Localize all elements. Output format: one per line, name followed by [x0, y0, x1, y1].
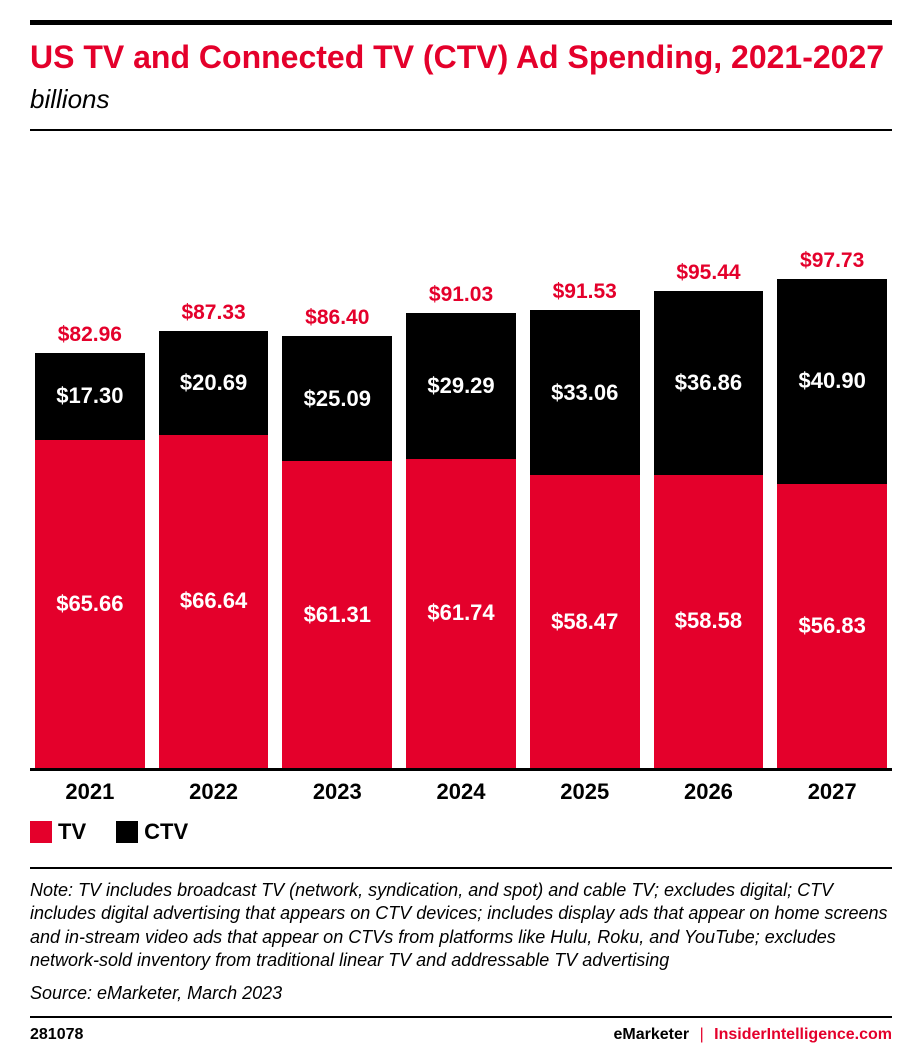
- bar-stack: $20.69$66.64: [159, 331, 269, 768]
- bar-segment-tv: $66.64: [159, 435, 269, 768]
- chart-title: US TV and Connected TV (CTV) Ad Spending…: [30, 39, 892, 76]
- bar-segment-ctv: $20.69: [159, 331, 269, 434]
- legend-item-tv: TV: [30, 819, 86, 845]
- legend-label-ctv: CTV: [144, 819, 188, 845]
- chart-subtitle: billions: [30, 84, 892, 115]
- bar-segment-tv: $58.47: [530, 475, 640, 767]
- bottom-rule: [30, 1016, 892, 1018]
- bar-segment-ctv: $25.09: [282, 336, 392, 461]
- top-rule: [30, 20, 892, 25]
- bar-total-label: $95.44: [676, 261, 740, 285]
- bar-stack: $40.90$56.83: [777, 279, 887, 768]
- bar-stack: $33.06$58.47: [530, 310, 640, 768]
- bar-column: $91.53 $33.06$58.47: [530, 191, 640, 768]
- x-axis-label: 2025: [530, 779, 640, 805]
- bar-total-label: $86.40: [305, 306, 369, 330]
- x-axis-label: 2021: [35, 779, 145, 805]
- x-axis: 2021 2022 2023 2024 2025 2026 2027: [30, 771, 892, 805]
- legend-item-ctv: CTV: [116, 819, 188, 845]
- legend-swatch-ctv: [116, 821, 138, 843]
- bar-column: $82.96 $17.30$65.66: [35, 191, 145, 768]
- bar-stack: $25.09$61.31: [282, 336, 392, 768]
- bar-stack: $17.30$65.66: [35, 353, 145, 768]
- bar-column: $95.44 $36.86$58.58: [654, 191, 764, 768]
- note-text: Note: TV includes broadcast TV (network,…: [30, 879, 892, 973]
- sub-rule: [30, 129, 892, 131]
- footer-id: 281078: [30, 1026, 83, 1044]
- footer: 281078 eMarketer | InsiderIntelligence.c…: [30, 1026, 892, 1044]
- x-axis-label: 2024: [406, 779, 516, 805]
- x-axis-label: 2022: [159, 779, 269, 805]
- bar-segment-tv: $61.31: [282, 461, 392, 768]
- footer-right: eMarketer | InsiderIntelligence.com: [614, 1026, 893, 1044]
- x-axis-label: 2026: [654, 779, 764, 805]
- bar-total-label: $97.73: [800, 249, 864, 273]
- bar-segment-ctv: $17.30: [35, 353, 145, 440]
- bar-total-label: $82.96: [58, 323, 122, 347]
- bar-stack: $36.86$58.58: [654, 291, 764, 768]
- bar-total-label: $91.53: [553, 280, 617, 304]
- source-text: Source: eMarketer, March 2023: [30, 982, 892, 1005]
- x-axis-label: 2023: [282, 779, 392, 805]
- bar-segment-ctv: $29.29: [406, 313, 516, 459]
- chart-plot: $82.96$17.30$65.66$87.33$20.69$66.64$86.…: [30, 191, 892, 771]
- bar-segment-tv: $61.74: [406, 459, 516, 768]
- bar-total-label: $91.03: [429, 283, 493, 307]
- bar-segment-tv: $58.58: [654, 475, 764, 768]
- bar-segment-ctv: $33.06: [530, 310, 640, 475]
- bar-column: $87.33 $20.69$66.64: [159, 191, 269, 768]
- bar-segment-tv: $65.66: [35, 440, 145, 768]
- bar-segment-ctv: $40.90: [777, 279, 887, 484]
- legend: TV CTV: [30, 819, 892, 845]
- footer-separator: |: [700, 1026, 704, 1043]
- x-axis-label: 2027: [777, 779, 887, 805]
- note-rule: [30, 867, 892, 869]
- bar-column: $97.73 $40.90$56.83: [777, 191, 887, 768]
- legend-swatch-tv: [30, 821, 52, 843]
- footer-site: InsiderIntelligence.com: [714, 1026, 892, 1043]
- bar-segment-tv: $56.83: [777, 484, 887, 768]
- footer-brand: eMarketer: [614, 1026, 690, 1043]
- bar-segment-ctv: $36.86: [654, 291, 764, 475]
- bar-column: $86.40 $25.09$61.31: [282, 191, 392, 768]
- bar-stack: $29.29$61.74: [406, 313, 516, 768]
- bar-column: $91.03 $29.29$61.74: [406, 191, 516, 768]
- legend-label-tv: TV: [58, 819, 86, 845]
- bar-total-label: $87.33: [181, 301, 245, 325]
